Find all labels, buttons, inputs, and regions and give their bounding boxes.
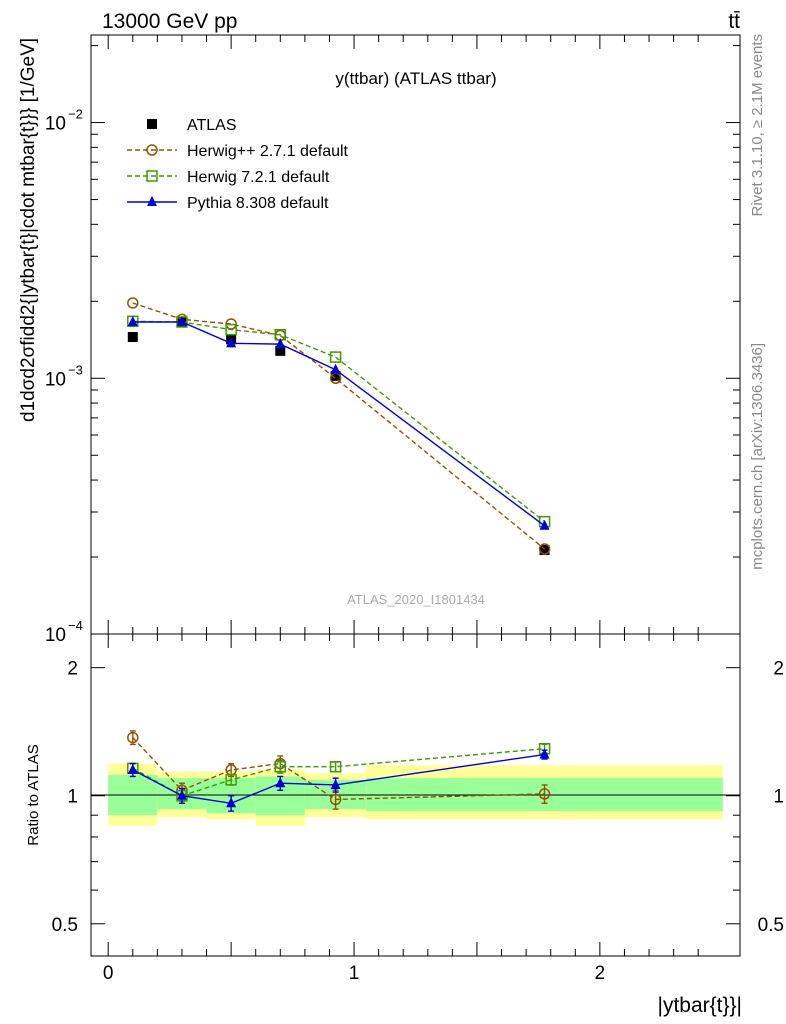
ratio-point: [329, 760, 342, 773]
ratio-xtick-label: 2: [595, 963, 606, 984]
ratio-ytick-label: 2: [67, 659, 78, 680]
ratio-xlabel: |ytbar{t}}|: [658, 994, 742, 1017]
legend-marker: [146, 170, 158, 182]
ratio-point: [127, 763, 138, 774]
ratio-ytick-label-right: 0.5: [758, 915, 784, 936]
header-left: 13000 GeV pp: [102, 10, 237, 33]
ratio-series: [127, 730, 551, 812]
main-point: [226, 337, 237, 348]
ratio-point: [226, 797, 237, 808]
ratio-point: [274, 760, 287, 773]
mcplots-label: mcplots.cern.ch [arXiv:1306.3436]: [749, 343, 766, 570]
main-ytick-exponent: −4: [68, 618, 83, 633]
ratio-point: [275, 777, 286, 788]
ratio-point: [127, 731, 139, 744]
main-panel: y(ttbar) (ATLAS ttbar) d1dσd2σfidd2{|ytb…: [18, 34, 741, 646]
ratio-panel: Ratio to ATLAS |ytbar{t}}| 0.5 0.5 1 1 2 2 0 1 2: [25, 633, 784, 1017]
main-ytick-exponent: −3: [68, 362, 83, 377]
ratio-frame: [90, 633, 741, 957]
main-ytick-label: 10: [45, 369, 66, 390]
ratio-xtick-label: 1: [349, 963, 360, 984]
ratio-ytick-label-right: 2: [773, 659, 784, 680]
ratio-ytick-label: 0.5: [52, 915, 78, 936]
ratio-point: [176, 789, 187, 800]
legend: ATLAS Herwig++ 2.7.1 default Herwig 7.2.1 …: [127, 117, 349, 212]
legend-entry: Pythia 8.308 default: [187, 195, 329, 212]
main-series: [127, 297, 551, 556]
ratio-ytick-label-right: 1: [773, 787, 784, 808]
legend-entry: ATLAS: [187, 117, 237, 134]
legend-marker: [146, 144, 158, 156]
header-right: tt̄: [728, 10, 740, 33]
legend-entry: Herwig++ 2.7.1 default: [187, 143, 349, 160]
main-point: [329, 351, 342, 363]
main-series-line: [132, 302, 546, 550]
main-point: [330, 363, 341, 374]
main-ytick-labels: 10−210−310−4: [45, 107, 83, 646]
rivet-label: Rivet 3.1.10, ≥ 2.1M events: [749, 34, 766, 217]
legend-marker: [147, 119, 157, 129]
main-point: [275, 345, 286, 356]
ratio-point: [538, 788, 551, 800]
ratio-ytick-label: 1: [67, 787, 78, 808]
main-ticks: [91, 35, 740, 635]
main-ytick-exponent: −2: [68, 107, 83, 122]
ratio-series-line: [132, 747, 545, 797]
watermark: ATLAS_2020_I1801434: [347, 592, 485, 607]
main-ytick-label: 10: [45, 625, 66, 646]
main-point: [330, 371, 341, 382]
main-series-line: [132, 321, 545, 527]
legend-marker: [147, 196, 157, 206]
ratio-xtick-label: 0: [103, 963, 114, 984]
main-point: [176, 315, 187, 326]
ratio-ticks: [91, 634, 740, 956]
main-point: [127, 315, 138, 326]
main-point: [538, 543, 551, 555]
legend-entry: Herwig 7.2.1 default: [187, 169, 330, 186]
ratio-point: [225, 774, 237, 786]
main-point: [539, 545, 550, 556]
main-point: [225, 323, 237, 336]
main-point: [127, 297, 139, 309]
main-ytick-label: 10: [45, 114, 66, 135]
ratio-series-line: [132, 753, 545, 804]
ratio-point: [539, 748, 550, 759]
ratio-series-line: [132, 737, 545, 801]
ratio-ylabel: Ratio to ATLAS: [25, 744, 42, 845]
ratio-point: [330, 778, 341, 789]
main-point: [127, 332, 138, 343]
ratio-point: [329, 793, 342, 806]
main-ylabel: d1dσd2σfidd2{|ytbar{t}|cdot mtbar{t}}} […: [18, 38, 39, 422]
main-title: y(ttbar) (ATLAS ttbar): [335, 69, 496, 88]
ratio-tick-labels: 0.5 0.5 1 1 2 2 0 1 2: [52, 659, 784, 984]
main-point: [539, 519, 550, 530]
main-point: [275, 338, 286, 349]
